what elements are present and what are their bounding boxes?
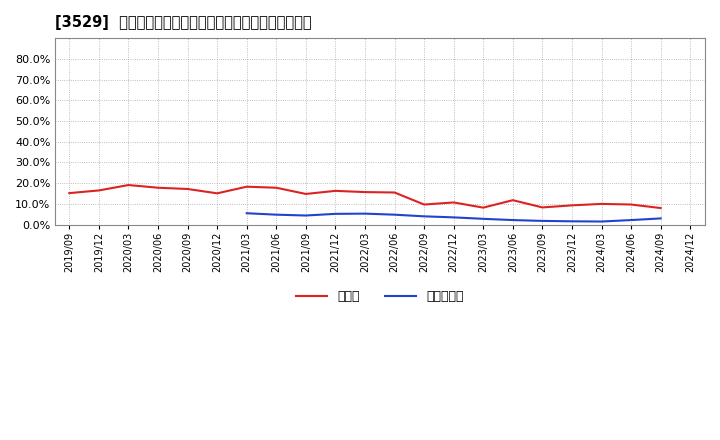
有利子負債 <box>567 219 576 224</box>
現預金 <box>597 201 606 206</box>
Legend: 現預金, 有利子負債: 現預金, 有利子負債 <box>291 285 469 308</box>
現預金 <box>390 190 399 195</box>
現預金 <box>420 202 428 207</box>
有利子負債 <box>272 212 281 217</box>
有利子負債 <box>538 218 546 224</box>
Line: 現預金: 現預金 <box>69 185 661 208</box>
現預金 <box>627 202 636 207</box>
現預金 <box>449 200 458 205</box>
現預金 <box>479 205 487 210</box>
現預金 <box>124 183 132 188</box>
有利子負債 <box>479 216 487 221</box>
現預金 <box>538 205 546 210</box>
有利子負債 <box>627 217 636 223</box>
現預金 <box>213 191 222 196</box>
Line: 有利子負債: 有利子負債 <box>247 213 661 221</box>
有利子負債 <box>657 216 665 221</box>
現預金 <box>272 185 281 191</box>
有利子負債 <box>390 212 399 217</box>
現預金 <box>302 191 310 197</box>
現預金 <box>184 187 192 192</box>
現預金 <box>567 203 576 208</box>
現預金 <box>508 198 517 203</box>
現預金 <box>65 191 73 196</box>
Text: [3529]  現預金、有利子負債の総資産に対する比率の推移: [3529] 現預金、有利子負債の総資産に対する比率の推移 <box>55 15 311 30</box>
現預金 <box>361 190 369 195</box>
有利子負債 <box>508 217 517 223</box>
現預金 <box>243 184 251 189</box>
現預金 <box>331 188 340 194</box>
有利子負債 <box>420 214 428 219</box>
有利子負債 <box>331 211 340 216</box>
現預金 <box>94 188 103 193</box>
現預金 <box>657 205 665 211</box>
有利子負債 <box>243 211 251 216</box>
現預金 <box>153 185 162 191</box>
有利子負債 <box>449 215 458 220</box>
有利子負債 <box>302 213 310 218</box>
有利子負債 <box>361 211 369 216</box>
有利子負債 <box>597 219 606 224</box>
